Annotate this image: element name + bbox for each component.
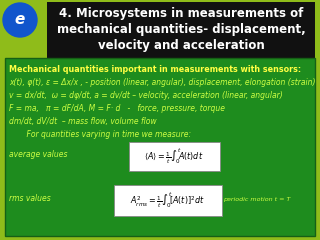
FancyBboxPatch shape <box>5 58 315 236</box>
Text: dm/dt, dV/dt  – mass flow, volume flow: dm/dt, dV/dt – mass flow, volume flow <box>9 117 156 126</box>
Text: $\langle A\rangle = \frac{1}{t}\int_{0}^{t}\! A(t)dt$: $\langle A\rangle = \frac{1}{t}\int_{0}^… <box>144 146 204 166</box>
Text: periodic motion t = T: periodic motion t = T <box>223 198 290 203</box>
Text: rms values: rms values <box>9 194 51 203</box>
Text: For quantities varying in time we measure:: For quantities varying in time we measur… <box>17 130 191 139</box>
Text: 4. Microsystems in measurements of
mechanical quantities- displacement,
velocity: 4. Microsystems in measurements of mecha… <box>57 7 305 53</box>
Text: v = dx/dt,  ω = dφ/dt, a = dv/dt – velocity, acceleration (linear, angular): v = dx/dt, ω = dφ/dt, a = dv/dt – veloci… <box>9 91 283 100</box>
FancyBboxPatch shape <box>114 185 221 216</box>
Text: F = ma,   π = dF/dA, M = F· d   -   force, pressure, torque: F = ma, π = dF/dA, M = F· d - force, pre… <box>9 104 225 113</box>
Text: e: e <box>15 12 25 28</box>
Text: average values: average values <box>9 150 68 159</box>
Text: x(t), φ(t), ε = Δx/x , - position (linear, angular), displacement, elongation (s: x(t), φ(t), ε = Δx/x , - position (linea… <box>9 78 316 87</box>
Circle shape <box>3 3 37 37</box>
Text: Mechanical quantities important in measurements with sensors:: Mechanical quantities important in measu… <box>9 65 301 74</box>
Text: $A_{rms}^{2} = \frac{1}{t}\int_{0}^{t}\![A(t)]^{2}dt$: $A_{rms}^{2} = \frac{1}{t}\int_{0}^{t}\!… <box>130 190 205 210</box>
FancyBboxPatch shape <box>47 2 315 58</box>
FancyBboxPatch shape <box>129 142 220 170</box>
